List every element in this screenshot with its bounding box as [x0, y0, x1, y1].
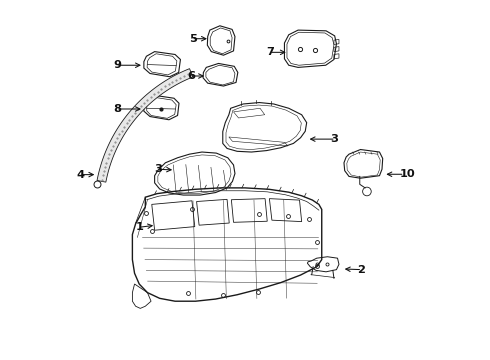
Polygon shape [97, 69, 193, 182]
Text: 1: 1 [136, 222, 144, 232]
Text: 2: 2 [357, 265, 365, 275]
Text: 4: 4 [77, 170, 85, 180]
Text: 3: 3 [330, 134, 339, 144]
Text: 5: 5 [189, 34, 196, 44]
Text: 9: 9 [113, 60, 122, 70]
Text: 10: 10 [399, 169, 415, 179]
Text: 6: 6 [187, 71, 195, 81]
Text: 8: 8 [113, 104, 122, 114]
Text: 3: 3 [154, 164, 162, 174]
Text: 7: 7 [267, 47, 274, 57]
